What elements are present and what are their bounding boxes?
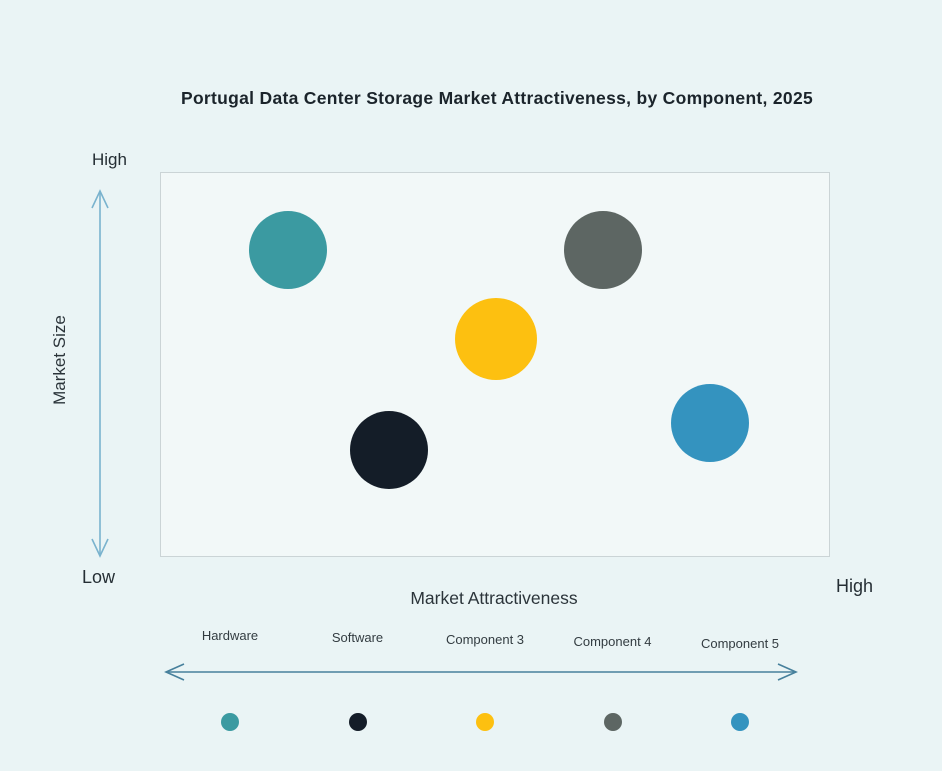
legend-dot-component-5: [731, 713, 749, 731]
legend-label-component-5: Component 5: [700, 636, 780, 651]
legend-dot-software: [348, 713, 367, 731]
y-axis-high-label: High: [92, 150, 127, 169]
legend-dot-component-3: [476, 713, 494, 731]
legend-label-hardware: Hardware: [201, 628, 259, 643]
legend-label-software: Software: [331, 630, 384, 645]
y-axis-title: Market Size: [50, 315, 69, 405]
legend-double-arrow-icon: [164, 663, 798, 681]
legend-dot-hardware: [221, 713, 239, 731]
x-axis-title: Market Attractiveness: [410, 588, 578, 608]
legend-label-component-4: Component 4: [573, 634, 652, 649]
legend-dot-component-4: [603, 713, 622, 731]
bubble-software: [349, 411, 428, 490]
bubble-component-3: [455, 297, 537, 380]
legend-label-component-3: Component 3: [445, 632, 525, 647]
x-axis-high-label: High: [836, 576, 874, 596]
bubble-hardware: [249, 211, 328, 289]
legend-labels-row: Hardware Software Component 3 Component 4 Co…: [0, 628, 942, 658]
legend-dots-row: [0, 713, 942, 733]
chart-title: Portugal Data Center Storage Market Attr…: [180, 88, 814, 108]
y-axis-low-label: Low: [82, 567, 116, 587]
plot-area: [160, 172, 830, 557]
bubble-component-5: [671, 384, 750, 463]
bubble-component-4: [564, 211, 643, 289]
y-axis-double-arrow-icon: [91, 189, 109, 558]
